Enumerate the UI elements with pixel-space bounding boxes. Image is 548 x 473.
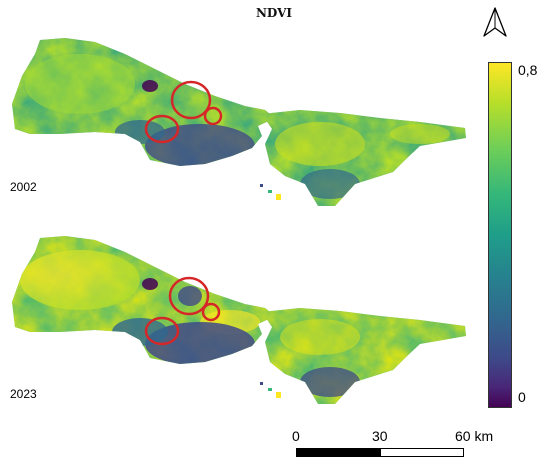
ndvi-colorbar — [488, 62, 512, 408]
highlight-circle — [203, 106, 223, 126]
map-title: NDVI — [255, 6, 293, 20]
colorbar-min-label: 0 — [518, 389, 526, 405]
scalebar-label-60: 60 km — [455, 428, 494, 444]
year-label-2002: 2002 — [10, 180, 37, 194]
ndvi-map-2002 — [0, 34, 480, 234]
highlight-circle — [168, 276, 210, 316]
highlight-circle — [201, 302, 221, 322]
highlight-circle — [170, 80, 212, 120]
scalebar-label-0: 0 — [292, 428, 300, 444]
north-arrow-icon — [480, 6, 510, 40]
scalebar-label-30: 30 — [372, 428, 388, 444]
year-label-2023: 2023 — [10, 387, 37, 401]
highlight-circle — [144, 114, 180, 144]
ndvi-map-2023 — [0, 232, 480, 432]
scale-bar — [296, 448, 464, 457]
highlight-circle — [144, 316, 180, 346]
colorbar-max-label: 0,8 — [518, 62, 538, 78]
